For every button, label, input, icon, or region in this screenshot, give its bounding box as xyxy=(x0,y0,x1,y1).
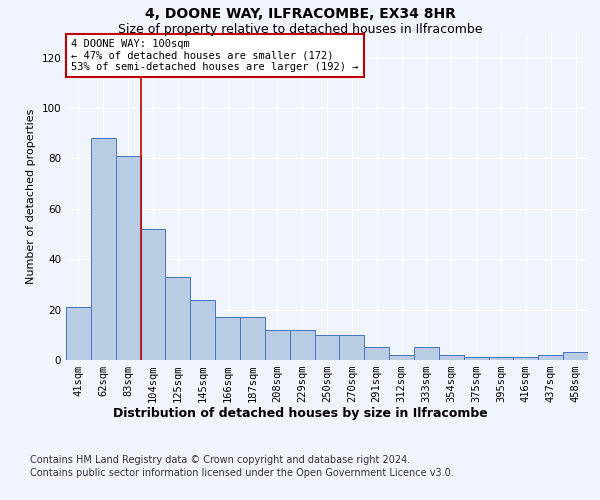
Bar xyxy=(340,335,364,360)
Text: Distribution of detached houses by size in Ilfracombe: Distribution of detached houses by size … xyxy=(113,408,487,420)
Text: 4 DOONE WAY: 100sqm
← 47% of detached houses are smaller (172)
53% of semi-detac: 4 DOONE WAY: 100sqm ← 47% of detached ho… xyxy=(71,39,359,72)
Bar xyxy=(290,330,314,360)
Y-axis label: Number of detached properties: Number of detached properties xyxy=(26,108,36,284)
Text: Contains public sector information licensed under the Open Government Licence v3: Contains public sector information licen… xyxy=(30,468,454,477)
Text: Contains HM Land Registry data © Crown copyright and database right 2024.: Contains HM Land Registry data © Crown c… xyxy=(30,455,410,465)
Bar xyxy=(240,317,265,360)
Bar xyxy=(265,330,290,360)
Text: 4, DOONE WAY, ILFRACOMBE, EX34 8HR: 4, DOONE WAY, ILFRACOMBE, EX34 8HR xyxy=(145,8,455,22)
Bar xyxy=(66,307,91,360)
Text: Size of property relative to detached houses in Ilfracombe: Size of property relative to detached ho… xyxy=(118,22,482,36)
Bar xyxy=(464,358,488,360)
Bar xyxy=(140,229,166,360)
Bar xyxy=(166,277,190,360)
Bar xyxy=(563,352,588,360)
Bar xyxy=(91,138,116,360)
Bar xyxy=(488,358,514,360)
Bar xyxy=(514,358,538,360)
Bar xyxy=(389,355,414,360)
Bar xyxy=(215,317,240,360)
Bar xyxy=(116,156,140,360)
Bar xyxy=(190,300,215,360)
Bar xyxy=(364,348,389,360)
Bar xyxy=(414,348,439,360)
Bar xyxy=(538,355,563,360)
Bar xyxy=(439,355,464,360)
Bar xyxy=(314,335,340,360)
